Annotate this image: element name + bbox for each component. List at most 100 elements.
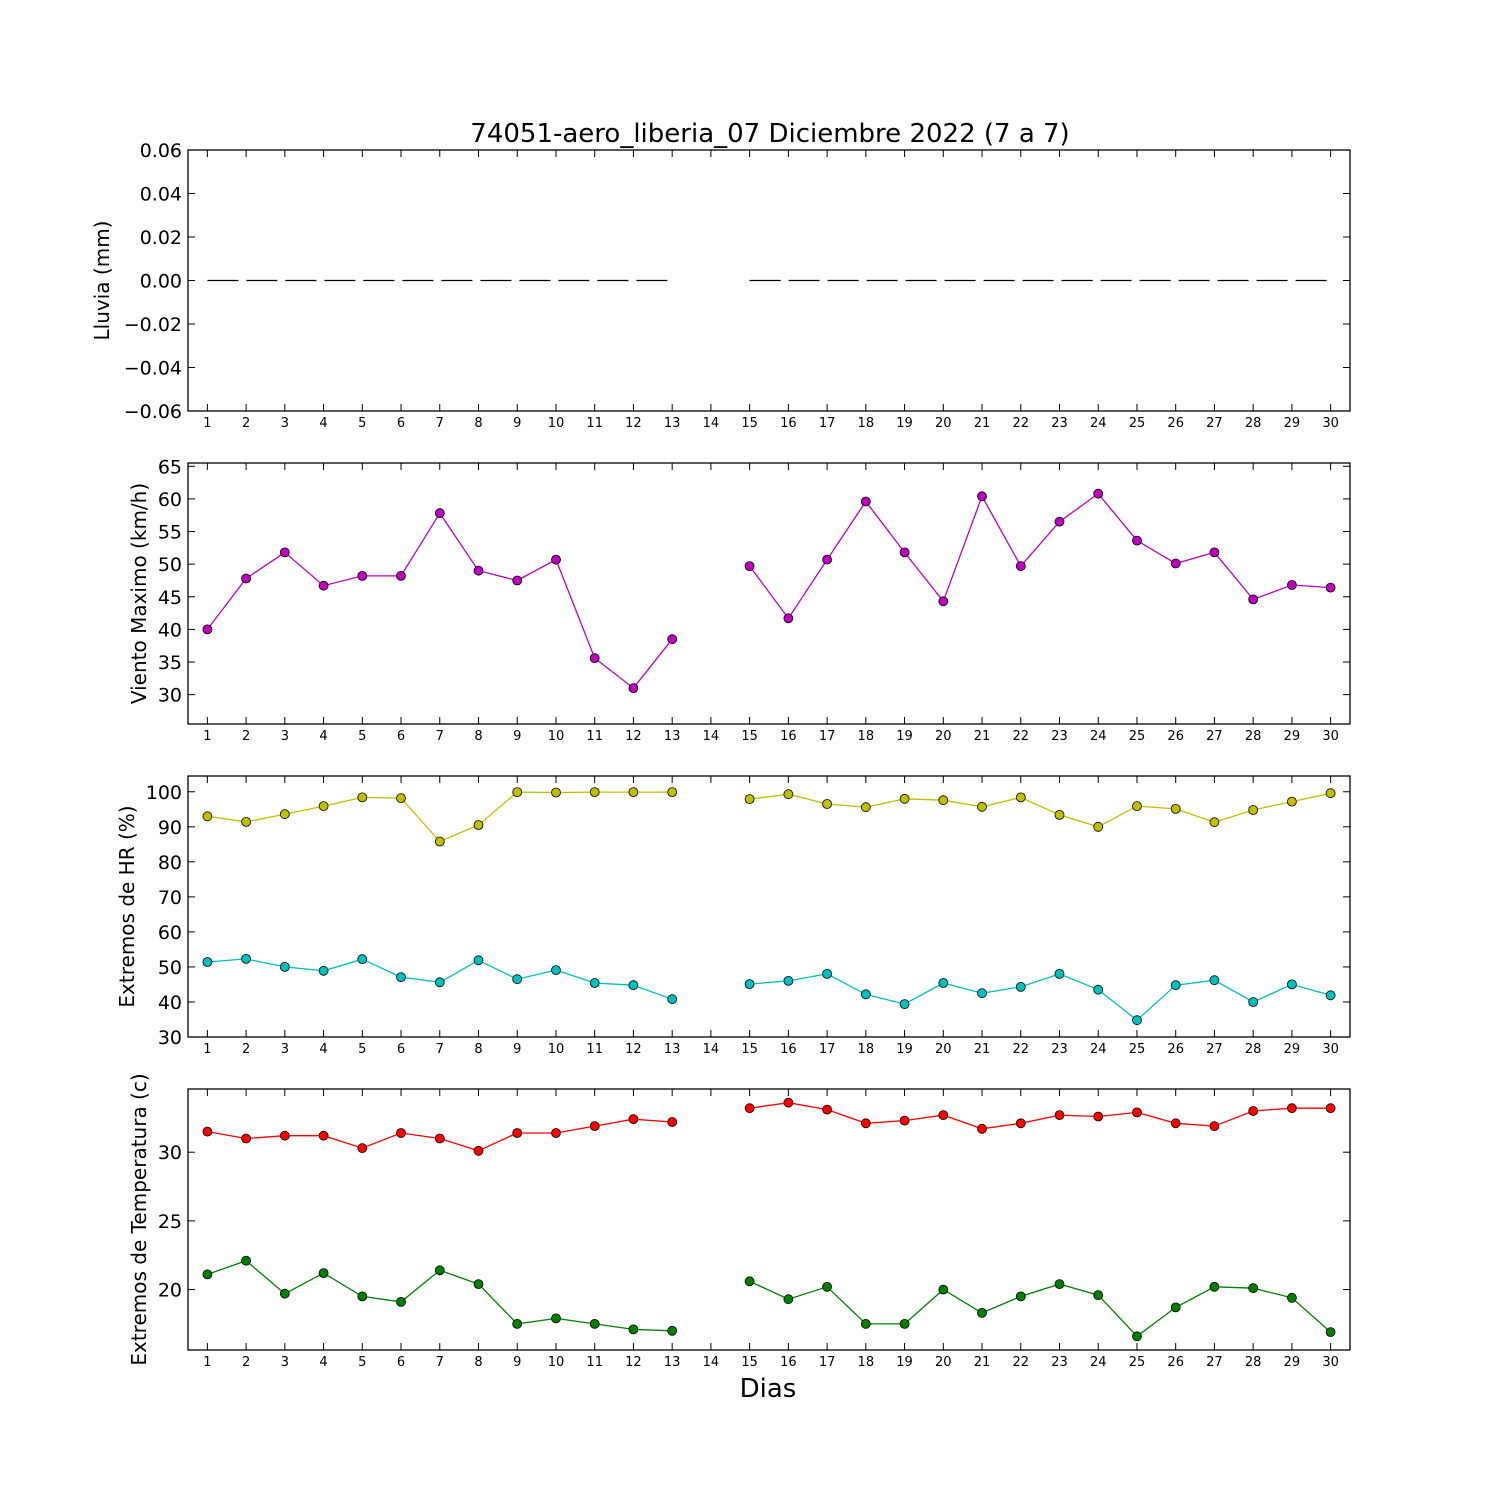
data-point (744, 1276, 755, 1287)
y-tick-label: 90 (158, 817, 182, 839)
data-point (396, 571, 406, 581)
x-tick-label: 19 (896, 1355, 913, 1370)
x-tick-label: 28 (1245, 1042, 1262, 1057)
x-tick-label: 6 (397, 416, 405, 431)
data-point (357, 792, 368, 803)
data-point (628, 1324, 639, 1335)
data-point (1054, 516, 1065, 527)
x-tick-label: 1 (203, 729, 211, 744)
data-point (202, 624, 213, 635)
data-point (512, 575, 523, 586)
x-tick-label: 2 (242, 416, 250, 431)
data-point (589, 787, 600, 797)
series-1 (202, 787, 1336, 847)
x-tick-label: 12 (625, 729, 642, 744)
x-tick-label: 4 (319, 729, 327, 744)
x-tick-label: 10 (548, 1042, 565, 1057)
y-tick-label: 45 (158, 587, 182, 609)
data-point (1170, 1118, 1181, 1129)
data-point (822, 969, 832, 979)
data-point (628, 980, 639, 991)
x-tick-label: 23 (1051, 1355, 1068, 1370)
y-tick-label: 65 (158, 456, 182, 478)
data-point (1248, 1106, 1259, 1116)
x-tick-label: 28 (1245, 416, 1262, 431)
data-point (512, 974, 523, 985)
data-point (1248, 594, 1259, 605)
data-point (822, 554, 832, 565)
x-tick-label: 27 (1206, 416, 1223, 431)
data-point (241, 573, 252, 584)
data-point (1170, 980, 1181, 991)
y-tick-label: −0.02 (124, 314, 182, 336)
data-point (860, 496, 871, 507)
x-tick-label: 21 (974, 1355, 991, 1370)
data-point (783, 613, 794, 624)
data-point (1054, 1110, 1065, 1120)
data-point (202, 957, 213, 967)
data-point (1287, 1103, 1297, 1114)
x-tick-label: 3 (281, 416, 289, 431)
data-point (938, 1110, 949, 1120)
x-tick-label: 29 (1284, 1042, 1301, 1057)
x-tick-label: 24 (1090, 1042, 1107, 1057)
x-tick-label: 18 (858, 729, 875, 744)
x-tick-label: 3 (281, 1042, 289, 1057)
series-1 (202, 488, 1336, 693)
x-tick-label: 13 (664, 1042, 681, 1057)
x-tick-label: 19 (896, 729, 913, 744)
x-tick-label: 17 (819, 1355, 836, 1370)
data-point (1015, 1118, 1026, 1129)
y-tick-label: 0.02 (140, 227, 182, 249)
x-tick-label: 14 (703, 1042, 720, 1057)
data-point (1093, 821, 1104, 832)
data-point (1209, 817, 1220, 828)
x-tick-label: 15 (741, 1355, 758, 1370)
x-tick-label: 8 (474, 416, 482, 431)
x-tick-label: 23 (1051, 1042, 1068, 1057)
x-tick-label: 30 (1322, 1355, 1339, 1370)
data-point (1093, 1290, 1104, 1300)
chart-panels: −0.06−0.04−0.020.000.020.040.061 2 3 4 5 6 7 8 9… (90, 140, 1351, 1370)
x-tick-label: 1 (203, 1355, 211, 1370)
data-point (1132, 1331, 1142, 1342)
data-point (1287, 580, 1297, 590)
x-tick-label: 20 (935, 729, 952, 744)
x-tick-label: 16 (780, 416, 797, 431)
data-point (1325, 1327, 1336, 1337)
x-tick-label: 27 (1206, 1355, 1223, 1370)
data-point (1132, 535, 1142, 546)
data-point (628, 683, 639, 693)
x-tick-label: 16 (780, 1042, 797, 1057)
data-point (318, 1268, 329, 1278)
x-tick-label: 12 (625, 416, 642, 431)
y-tick-label: 0.00 (140, 271, 182, 293)
x-tick-label: 9 (513, 416, 521, 431)
data-point (744, 979, 755, 989)
x-tick-label: 5 (358, 1355, 366, 1370)
data-point (938, 596, 949, 607)
data-point (1015, 1291, 1026, 1302)
data-point (396, 972, 406, 982)
x-tick-label: 30 (1322, 729, 1339, 744)
x-tick-label: 27 (1206, 729, 1223, 744)
x-tick-label: 25 (1129, 416, 1146, 431)
x-tick-label: 21 (974, 1042, 991, 1057)
data-point (899, 999, 910, 1009)
x-axis-label: Dias (740, 1374, 797, 1404)
x-tick-label: 30 (1322, 1042, 1339, 1057)
x-tick-label: 26 (1167, 729, 1184, 744)
x-tick-label: 22 (1012, 1355, 1029, 1370)
data-point (1093, 488, 1104, 499)
data-point (1209, 547, 1220, 558)
data-point (551, 965, 561, 975)
data-point (899, 547, 910, 558)
data-point (1209, 1281, 1220, 1292)
x-tick-label: 14 (703, 1355, 720, 1370)
data-point (783, 976, 794, 986)
x-tick-label: 24 (1090, 729, 1107, 744)
x-tick-label: 16 (780, 729, 797, 744)
y-tick-label: 30 (158, 685, 182, 707)
data-point (589, 653, 600, 663)
data-point (1170, 1302, 1181, 1313)
